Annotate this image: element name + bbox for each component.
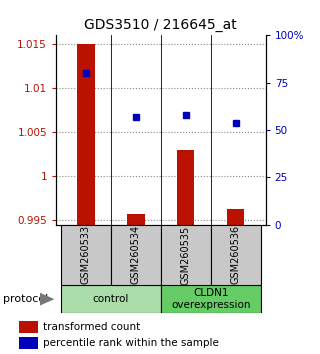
Text: GSM260533: GSM260533 (81, 225, 91, 285)
Bar (161, 225, 211, 285)
Bar (177, 150, 195, 225)
Bar (61, 225, 111, 285)
Text: CLDN1
overexpression: CLDN1 overexpression (171, 288, 251, 310)
Bar (227, 209, 244, 225)
Text: GSM260535: GSM260535 (181, 225, 191, 285)
Bar (19, 337, 38, 349)
Bar (161, 285, 260, 313)
Bar (77, 44, 95, 225)
Bar (111, 225, 161, 285)
Text: control: control (93, 294, 129, 304)
Text: GSM260534: GSM260534 (131, 225, 141, 285)
Bar (211, 225, 260, 285)
Text: protocol: protocol (3, 294, 48, 304)
Text: transformed count: transformed count (43, 322, 140, 332)
Bar (127, 214, 145, 225)
Text: percentile rank within the sample: percentile rank within the sample (43, 338, 219, 348)
Bar (61, 285, 161, 313)
Text: GSM260536: GSM260536 (231, 225, 241, 285)
Title: GDS3510 / 216645_at: GDS3510 / 216645_at (84, 18, 237, 32)
Bar (19, 321, 38, 333)
